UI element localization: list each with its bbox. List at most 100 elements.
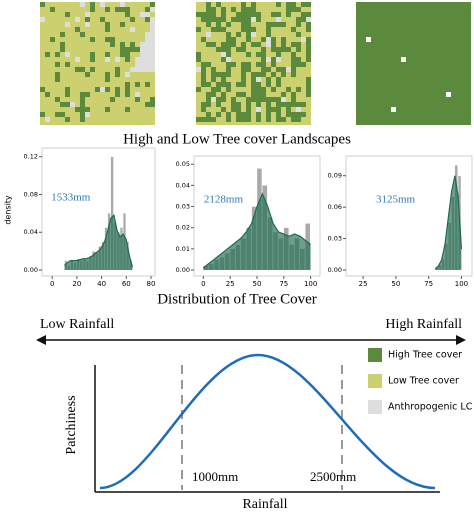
map-cell — [226, 87, 231, 92]
map-cell — [226, 62, 231, 67]
x-tick-label: 100 — [455, 280, 468, 288]
map-cell — [125, 72, 130, 77]
y-tick-label: 0.12 — [24, 153, 38, 161]
map-cell — [246, 97, 251, 102]
map-cell — [135, 47, 140, 52]
map-cell — [60, 102, 65, 107]
map-cell — [236, 12, 241, 17]
maps-title: High and Low Tree cover Landscapes — [123, 131, 351, 147]
map-cell — [85, 107, 90, 112]
map-cell — [80, 117, 85, 122]
map-cell — [206, 97, 211, 102]
map-cell — [271, 42, 276, 47]
map-cell — [291, 7, 296, 12]
map-cell — [246, 62, 251, 67]
map-cell — [301, 17, 306, 22]
map-cell — [196, 87, 201, 92]
map-cell — [201, 82, 206, 87]
map-cell — [276, 12, 281, 17]
map-cell — [196, 67, 201, 72]
map-cell — [236, 112, 241, 117]
map-cell — [276, 117, 281, 122]
map-cell — [226, 47, 231, 52]
map-cell — [236, 32, 241, 37]
kde-line — [64, 214, 134, 268]
marker-label: 1000mm — [192, 469, 238, 484]
y-tick-label: 0.02 — [176, 224, 190, 232]
map-cell — [125, 87, 130, 92]
map-cell — [251, 97, 256, 102]
map-cell — [145, 7, 150, 12]
map-cell — [231, 107, 236, 112]
histogram: 0 20 40 60 80 0.00 0.04 0.08 0.12 density 1533mm — [4, 147, 156, 288]
map-cell — [226, 42, 231, 47]
map-cell — [261, 67, 266, 72]
map-cell — [115, 67, 120, 72]
map-cell — [216, 72, 221, 77]
map-cell — [85, 17, 90, 22]
map-cell — [266, 112, 271, 117]
map-cell — [120, 47, 125, 52]
map-cell — [276, 102, 281, 107]
map-cell — [110, 37, 115, 42]
map-cell — [296, 32, 301, 37]
map-cell — [251, 42, 256, 47]
map-cell — [201, 17, 206, 22]
map-cell — [130, 67, 135, 72]
map-cell — [105, 87, 110, 92]
map-cell — [306, 57, 311, 62]
map-cell — [65, 92, 70, 97]
map-cell — [216, 2, 221, 7]
map-cell — [306, 12, 311, 17]
legend-swatch — [368, 348, 382, 362]
map-cell — [85, 92, 90, 97]
map-cell — [296, 102, 301, 107]
map-cell — [80, 97, 85, 102]
map-cell — [100, 87, 105, 92]
map-cell — [201, 12, 206, 17]
map-cell — [291, 57, 296, 62]
map-cell — [211, 7, 216, 12]
map-cell — [286, 7, 291, 12]
map-cell — [306, 17, 311, 22]
map-cell — [236, 107, 241, 112]
map-cell — [221, 17, 226, 22]
map-cell — [60, 112, 65, 117]
map-cell — [85, 112, 90, 117]
map-cell — [100, 17, 105, 22]
map-cell — [80, 107, 85, 112]
map-cell — [291, 117, 296, 122]
map-cell — [110, 97, 115, 102]
map-cell — [231, 97, 236, 102]
map-cell — [216, 22, 221, 27]
map-cell — [216, 97, 221, 102]
map-cell — [125, 82, 130, 87]
map-cell — [306, 42, 311, 47]
map-cell — [211, 72, 216, 77]
map-cell — [120, 42, 125, 47]
map-cell — [306, 87, 311, 92]
map-cell — [226, 112, 231, 117]
map-cell — [221, 82, 226, 87]
map-cell — [221, 92, 226, 97]
map-cell — [145, 52, 150, 57]
map-cell — [206, 22, 211, 27]
map-cell — [60, 47, 65, 52]
map-cell — [221, 77, 226, 82]
arrow-right-label: High Rainfall — [385, 317, 462, 332]
map-cell — [391, 107, 396, 112]
map-cell — [276, 47, 281, 52]
map-cell — [216, 27, 221, 32]
map-cell — [125, 12, 130, 17]
map-cell — [291, 72, 296, 77]
map-cell — [125, 92, 130, 97]
legend-label: Low Tree cover — [388, 376, 459, 387]
map-cell — [145, 42, 150, 47]
map-cell — [201, 67, 206, 72]
y-tick-label: 0.04 — [24, 228, 38, 236]
map-cell — [211, 92, 216, 97]
map-cell — [266, 32, 271, 37]
map-cell — [291, 62, 296, 67]
map-cell — [236, 92, 241, 97]
map-cell — [231, 7, 236, 12]
